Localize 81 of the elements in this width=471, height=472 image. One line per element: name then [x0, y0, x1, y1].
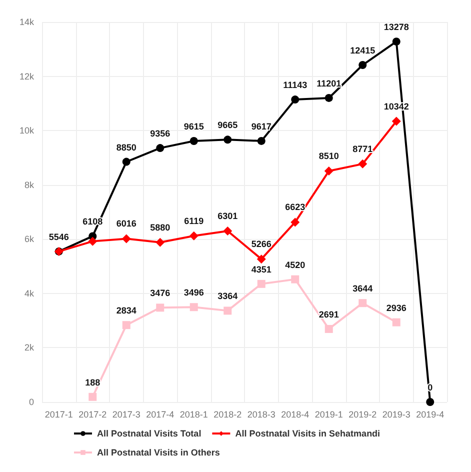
data-label: 9617	[251, 121, 272, 132]
point	[426, 398, 434, 406]
point	[190, 303, 198, 312]
point	[156, 304, 164, 312]
point	[257, 136, 266, 145]
y-tick-label: 4k	[24, 288, 34, 298]
data-label: 8510	[318, 151, 339, 162]
data-label: 11201	[316, 78, 342, 88]
data-label: 13278	[384, 22, 409, 32]
point	[88, 236, 98, 246]
point	[122, 234, 131, 244]
point	[392, 116, 401, 126]
point	[156, 238, 165, 247]
legend-label: All Postnatal Visits in Others	[97, 448, 220, 458]
point	[392, 38, 400, 46]
x-tick-label: 2017-4	[146, 410, 174, 420]
data-label: 6301	[218, 210, 238, 221]
data-label: 11143	[283, 80, 308, 90]
point	[122, 158, 130, 166]
point	[358, 61, 367, 70]
point	[257, 280, 266, 288]
data-label: 2691	[318, 309, 339, 320]
point	[256, 254, 266, 264]
point	[290, 218, 300, 227]
data-label: 9665	[218, 120, 238, 130]
y-tick-label: 14k	[19, 17, 34, 27]
y-tick-label: 6k	[24, 234, 34, 244]
data-label: 188	[85, 377, 100, 388]
point	[224, 136, 232, 144]
data-label: 4520	[285, 260, 306, 270]
point	[122, 321, 130, 330]
y-tick-label: 0	[28, 397, 34, 407]
data-label: 2936	[386, 302, 406, 313]
x-tick-label: 2017-1	[44, 410, 73, 420]
point	[190, 137, 198, 146]
point	[224, 306, 232, 315]
point	[324, 166, 334, 176]
legend-label: All Postnatal Visits in Sehatmandi	[235, 428, 380, 438]
x-tick-label: 2019-4	[416, 410, 444, 420]
x-tick-label: 2019-3	[382, 410, 410, 420]
y-tick-label: 10k	[19, 126, 34, 136]
point	[156, 144, 164, 152]
point	[291, 275, 300, 284]
data-label: 6623	[285, 202, 306, 212]
point	[358, 159, 368, 168]
x-tick-label: 2018-3	[247, 410, 276, 420]
data-label: 6119	[184, 216, 204, 226]
point	[324, 94, 333, 102]
point	[189, 231, 198, 240]
x-tick-label: 2019-2	[348, 410, 377, 420]
x-tick-label: 2017-2	[78, 410, 107, 420]
x-tick-label: 2018-2	[214, 410, 242, 420]
data-label: 3476	[150, 288, 170, 298]
data-label: 5266	[251, 239, 272, 250]
point	[223, 226, 232, 236]
y-tick-label: 2k	[24, 342, 34, 353]
point	[392, 318, 400, 326]
x-tick-label: 2018-1	[180, 410, 208, 420]
data-label: 5880	[150, 222, 170, 232]
legend-label: All Postnatal Visits Total	[97, 428, 202, 438]
data-label: 4351	[251, 264, 272, 274]
data-label: 9615	[184, 122, 204, 132]
data-label: 5546	[48, 232, 69, 242]
data-label: 8850	[116, 142, 136, 152]
x-tick-label: 2017-3	[112, 410, 140, 420]
point	[358, 299, 367, 308]
y-tick-label: 12k	[19, 71, 34, 82]
x-tick-label: 2019-1	[314, 410, 343, 420]
x-tick-label: 2018-4	[281, 410, 310, 420]
data-label: 2834	[116, 306, 136, 316]
data-label: 3644	[352, 284, 373, 294]
y-tick-label: 8k	[24, 180, 34, 190]
data-label: 3496	[184, 288, 204, 298]
point	[291, 96, 300, 104]
data-label: 8771	[352, 144, 373, 154]
data-label: 3364	[218, 291, 238, 302]
point	[88, 392, 97, 401]
data-label: 9356	[150, 128, 170, 139]
data-label: 6016	[116, 218, 136, 229]
data-label: 12415	[350, 46, 376, 56]
point	[324, 324, 333, 333]
